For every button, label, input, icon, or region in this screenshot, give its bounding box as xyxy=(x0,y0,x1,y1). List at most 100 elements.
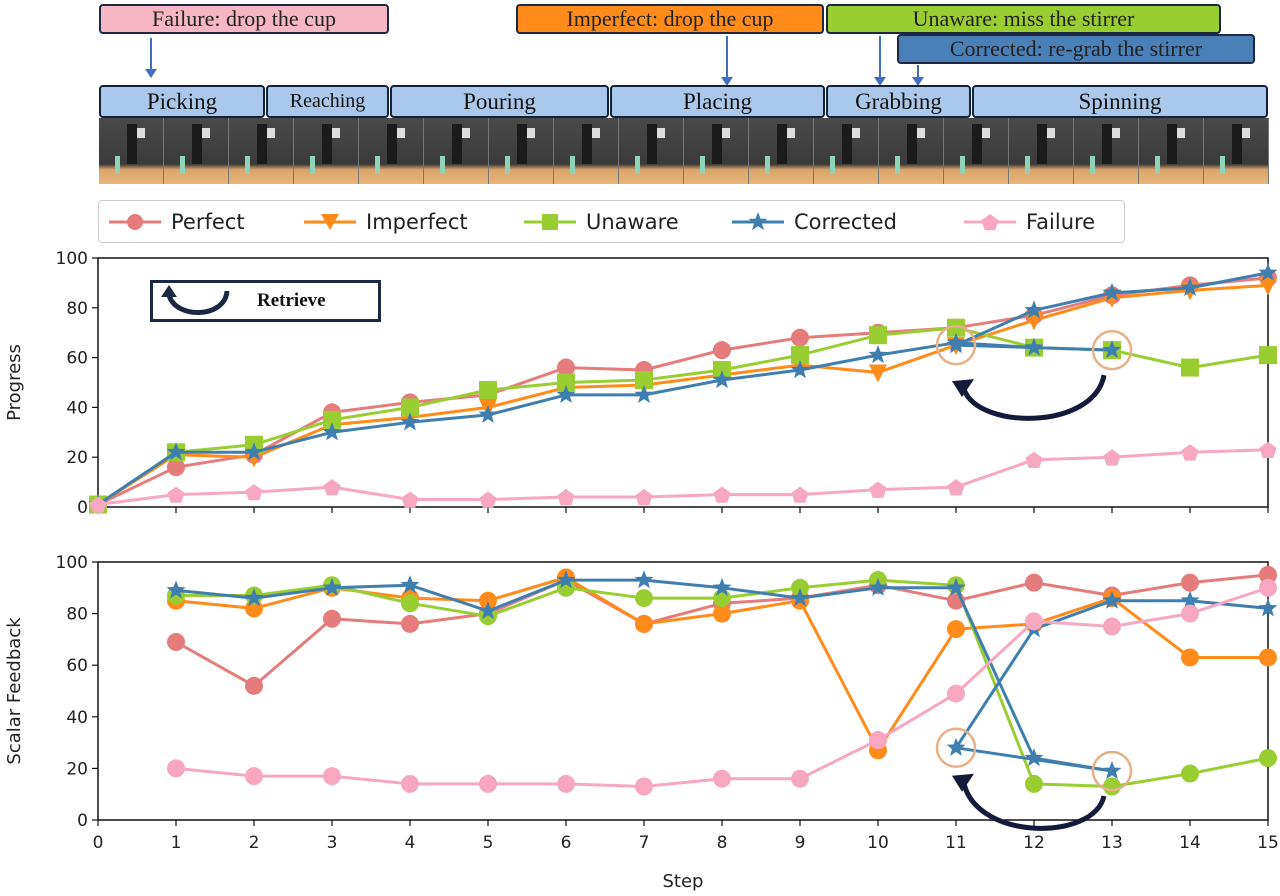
data-point-unaware xyxy=(1181,764,1199,783)
retrieve-arrowhead-icon xyxy=(952,379,974,398)
data-point-failure xyxy=(479,774,497,793)
highlight-circle xyxy=(1091,750,1133,792)
failure-annotation: Failure: drop the cup xyxy=(99,4,389,34)
legend-label: Corrected xyxy=(794,209,897,234)
data-point-corrected xyxy=(868,345,888,364)
video-frame xyxy=(424,118,489,184)
legend-label: Imperfect xyxy=(366,209,468,234)
video-frame xyxy=(99,118,164,184)
data-point-perfect xyxy=(245,676,263,695)
data-point-perfect xyxy=(791,328,809,347)
x-tick-label: 1 xyxy=(171,833,182,853)
data-point-corrected xyxy=(400,575,420,594)
data-point-imperfect xyxy=(947,620,965,639)
data-point-failure xyxy=(323,479,341,496)
data-point-failure xyxy=(1103,449,1121,466)
video-frame xyxy=(1074,118,1139,184)
legend: Perfect Imperfect Unaware Corrected Fail… xyxy=(98,200,1125,243)
y-tick-label: 60 xyxy=(66,656,88,676)
legend-item-unaware: Unaware xyxy=(524,201,679,242)
data-point-perfect xyxy=(401,614,419,633)
data-point-corrected xyxy=(1102,590,1122,609)
data-point-corrected xyxy=(322,422,342,441)
data-point-failure xyxy=(947,479,965,496)
x-tick-label: 4 xyxy=(405,833,416,853)
video-frame xyxy=(814,118,879,184)
series-line-failure xyxy=(97,448,1269,506)
legend-label: Failure xyxy=(1026,209,1096,234)
data-point-perfect xyxy=(167,458,185,477)
data-point-corrected xyxy=(712,370,732,389)
data-point-imperfect xyxy=(869,364,887,383)
failure-arrow-icon xyxy=(145,38,157,78)
data-point-failure xyxy=(869,731,887,750)
data-point-corrected xyxy=(1102,340,1122,359)
plot-frame xyxy=(97,257,1269,508)
phase-grabbing: Grabbing xyxy=(826,85,971,118)
x-axis-label: Step xyxy=(663,871,704,892)
video-frame xyxy=(359,118,424,184)
plot-frame xyxy=(97,561,1269,821)
y-tick-label: 40 xyxy=(66,708,88,728)
data-point-unaware xyxy=(1259,346,1277,365)
x-tick-label: 6 xyxy=(561,833,572,853)
data-point-failure xyxy=(1181,444,1199,461)
data-point-perfect xyxy=(1181,573,1199,592)
corrected-annotation: Corrected: re-grab the stirrer xyxy=(897,34,1255,64)
phase-placing: Placing xyxy=(610,85,825,118)
data-point-failure xyxy=(791,486,809,503)
data-point-failure xyxy=(1025,451,1043,468)
data-point-failure xyxy=(89,496,107,513)
x-tick-label: 11 xyxy=(945,833,967,853)
data-point-perfect xyxy=(167,632,185,651)
pentagon-marker-icon xyxy=(964,213,1016,230)
y-tick-label: 20 xyxy=(66,448,88,468)
data-point-corrected xyxy=(1102,282,1122,301)
retrieve-arrow-icon xyxy=(161,285,230,315)
x-tick-label: 2 xyxy=(249,833,260,853)
x-tick-label: 13 xyxy=(1101,833,1123,853)
data-point-failure xyxy=(167,759,185,778)
data-point-failure xyxy=(245,484,263,501)
x-tick-label: 0 xyxy=(93,833,104,853)
data-point-corrected xyxy=(946,335,966,354)
data-point-unaware xyxy=(1259,749,1277,768)
data-point-corrected xyxy=(1024,300,1044,319)
video-frame xyxy=(879,118,944,184)
highlight-circle xyxy=(935,727,977,769)
data-point-failure xyxy=(791,769,809,788)
data-point-unaware xyxy=(323,410,341,429)
data-point-imperfect xyxy=(1259,648,1277,667)
data-point-corrected xyxy=(1258,262,1278,281)
corrected-arrow-icon xyxy=(912,65,924,86)
data-point-failure xyxy=(323,767,341,786)
data-point-corrected xyxy=(1180,277,1200,296)
data-point-corrected xyxy=(244,442,264,461)
data-point-perfect xyxy=(557,358,575,377)
data-point-unaware xyxy=(1181,358,1199,377)
data-point-imperfect xyxy=(479,591,497,610)
x-tick-label: 15 xyxy=(1257,833,1279,853)
x-tick-label: 3 xyxy=(327,833,338,853)
data-point-failure xyxy=(401,774,419,793)
x-tick-label: 14 xyxy=(1179,833,1201,853)
data-point-unaware xyxy=(869,326,887,345)
x-tick-label: 12 xyxy=(1023,833,1045,853)
y-tick-label: 0 xyxy=(77,811,88,831)
highlight-circle xyxy=(1091,329,1133,371)
data-point-unaware xyxy=(401,398,419,417)
data-point-unaware xyxy=(947,318,965,337)
data-point-corrected xyxy=(556,570,576,589)
y-tick-label: 20 xyxy=(66,759,88,779)
video-frame xyxy=(944,118,1009,184)
x-tick-label: 7 xyxy=(639,833,650,853)
data-point-corrected xyxy=(868,577,888,596)
data-point-failure xyxy=(479,491,497,508)
data-point-corrected xyxy=(166,442,186,461)
phase-picking: Picking xyxy=(99,85,265,118)
series-failure xyxy=(89,441,1277,513)
unaware-annotation: Unaware: miss the stirrer xyxy=(826,4,1221,34)
imperfect-annotation: Imperfect: drop the cup xyxy=(516,4,824,34)
data-point-corrected xyxy=(1180,590,1200,609)
legend-item-perfect: Perfect xyxy=(109,201,245,242)
